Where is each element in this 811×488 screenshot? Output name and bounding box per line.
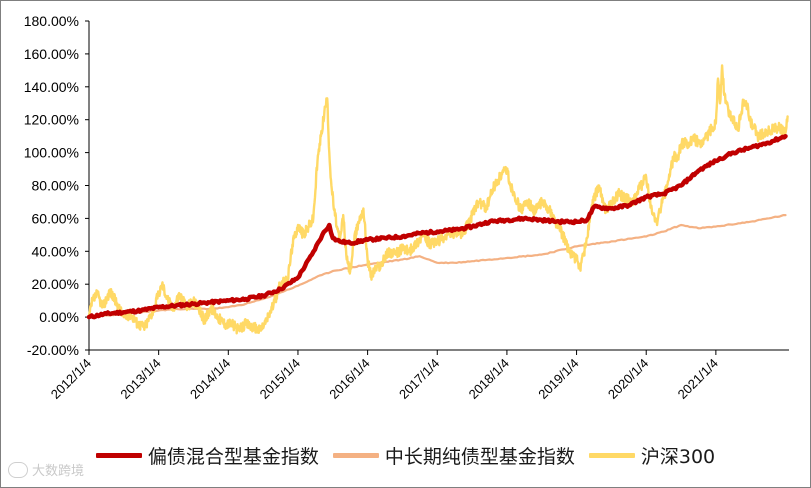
legend-label-mixed-bond: 偏债混合型基金指数 — [147, 445, 319, 468]
y-tick-label: 120.00% — [24, 112, 79, 128]
series-lines — [86, 64, 789, 335]
y-tick-label: 180.00% — [24, 13, 79, 29]
watermark-logo-icon — [8, 461, 28, 478]
y-tick-label: -20.00% — [27, 342, 79, 358]
x-tick-label: 2016/1/4 — [326, 356, 372, 402]
y-tick-label: 60.00% — [32, 210, 79, 226]
legend-swatch-csi300 — [588, 452, 635, 458]
x-tick-label: 2017/1/4 — [396, 356, 442, 402]
watermark: 大数跨境 — [8, 460, 84, 479]
series-line-csi300 — [87, 64, 789, 335]
y-tick-label: 100.00% — [24, 145, 79, 161]
x-tick-label: 2012/1/4 — [48, 356, 94, 402]
watermark-text: 大数跨境 — [32, 464, 85, 479]
x-tick-label: 2014/1/4 — [187, 356, 233, 402]
y-tick-label: 40.00% — [32, 243, 79, 259]
y-tick-label: 0.00% — [39, 309, 79, 325]
y-tick-label: 80.00% — [32, 178, 79, 194]
y-axis: -20.00% 0.00% 20.00% 40.00% 60.00% 80.00% 100.… — [24, 13, 90, 358]
y-tick-label: 160.00% — [24, 46, 79, 62]
series-line-pure-bond — [87, 214, 787, 319]
x-tick-label: 2020/1/4 — [605, 356, 651, 402]
x-tick-label: 2019/1/4 — [535, 356, 581, 402]
legend-item-pure-bond-fund-index: 中长期纯债型基金指数 — [332, 442, 575, 469]
legend-item-csi300: 沪深300 — [588, 442, 716, 469]
x-tick-label: 2013/1/4 — [117, 356, 163, 402]
legend-swatch-mixed-bond — [95, 452, 142, 458]
legend-label-pure-bond: 中长期纯债型基金指数 — [384, 445, 575, 468]
series-line-mixed-bond — [86, 133, 788, 320]
x-tick-label: 2018/1/4 — [466, 356, 512, 402]
y-tick-label: 20.00% — [32, 276, 79, 292]
x-axis: 2012/1/4 2013/1/4 2014/1/4 2015/1/4 2016/1/4… — [48, 349, 789, 402]
legend: 偏债混合型基金指数 中长期纯债型基金指数 沪深300 — [0, 440, 811, 470]
legend-swatch-pure-bond — [332, 452, 379, 458]
legend-label-csi300: 沪深300 — [640, 445, 716, 468]
x-tick-label: 2021/1/4 — [675, 356, 721, 402]
x-tick-label: 2015/1/4 — [257, 356, 303, 402]
y-tick-label: 140.00% — [24, 79, 79, 95]
legend-item-mixed-bond-fund-index: 偏债混合型基金指数 — [95, 442, 319, 469]
